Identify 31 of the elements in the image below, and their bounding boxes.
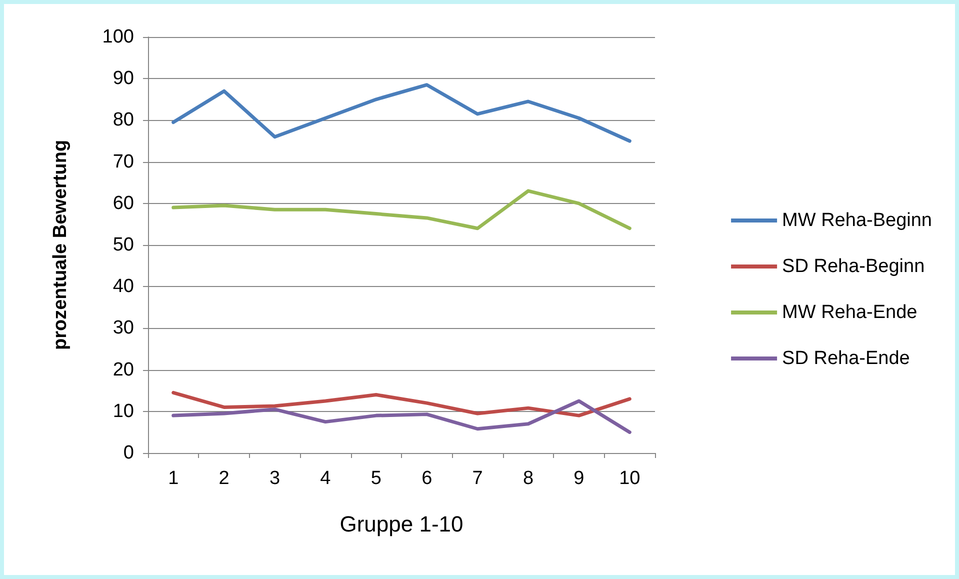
legend-label: MW Reha-Beginn <box>782 210 932 231</box>
y-tick-label: 40 <box>112 276 134 298</box>
legend-label: SD Reha-Beginn <box>782 256 925 277</box>
line-series <box>172 399 632 434</box>
line-series <box>172 189 632 230</box>
y-tick-label: 10 <box>112 400 134 422</box>
line-series <box>172 83 632 143</box>
y-tick-label: 70 <box>112 151 134 172</box>
x-tick-label: 5 <box>370 468 382 489</box>
y-tick-label: 30 <box>112 318 134 339</box>
legend-label: SD Reha-Ende <box>782 348 910 369</box>
x-axis-title: Gruppe 1-10 <box>340 512 464 536</box>
legend-label: MW Reha-Ende <box>782 302 918 323</box>
y-tick-label: 0 <box>123 442 134 464</box>
x-tick-label: 6 <box>422 468 432 489</box>
line-series <box>172 390 632 418</box>
y-axis-title: prozentuale Bewertung <box>50 140 71 350</box>
x-tick-label: 2 <box>218 468 230 489</box>
x-tick-label: 9 <box>574 468 584 489</box>
x-tick-label: 8 <box>522 468 534 489</box>
y-tick-label: 100 <box>102 26 134 48</box>
x-tick-label: 3 <box>269 468 280 489</box>
y-tick-label: 90 <box>112 68 134 90</box>
x-tick-label: 4 <box>320 468 332 489</box>
x-tick-label: 10 <box>619 468 640 489</box>
x-tick-label: 1 <box>168 468 179 489</box>
y-tick-label: 80 <box>112 110 134 131</box>
x-tick-label: 7 <box>472 468 483 489</box>
y-tick-label: 60 <box>112 192 134 214</box>
y-tick-label: 50 <box>112 234 134 256</box>
y-tick-label: 20 <box>112 359 134 380</box>
